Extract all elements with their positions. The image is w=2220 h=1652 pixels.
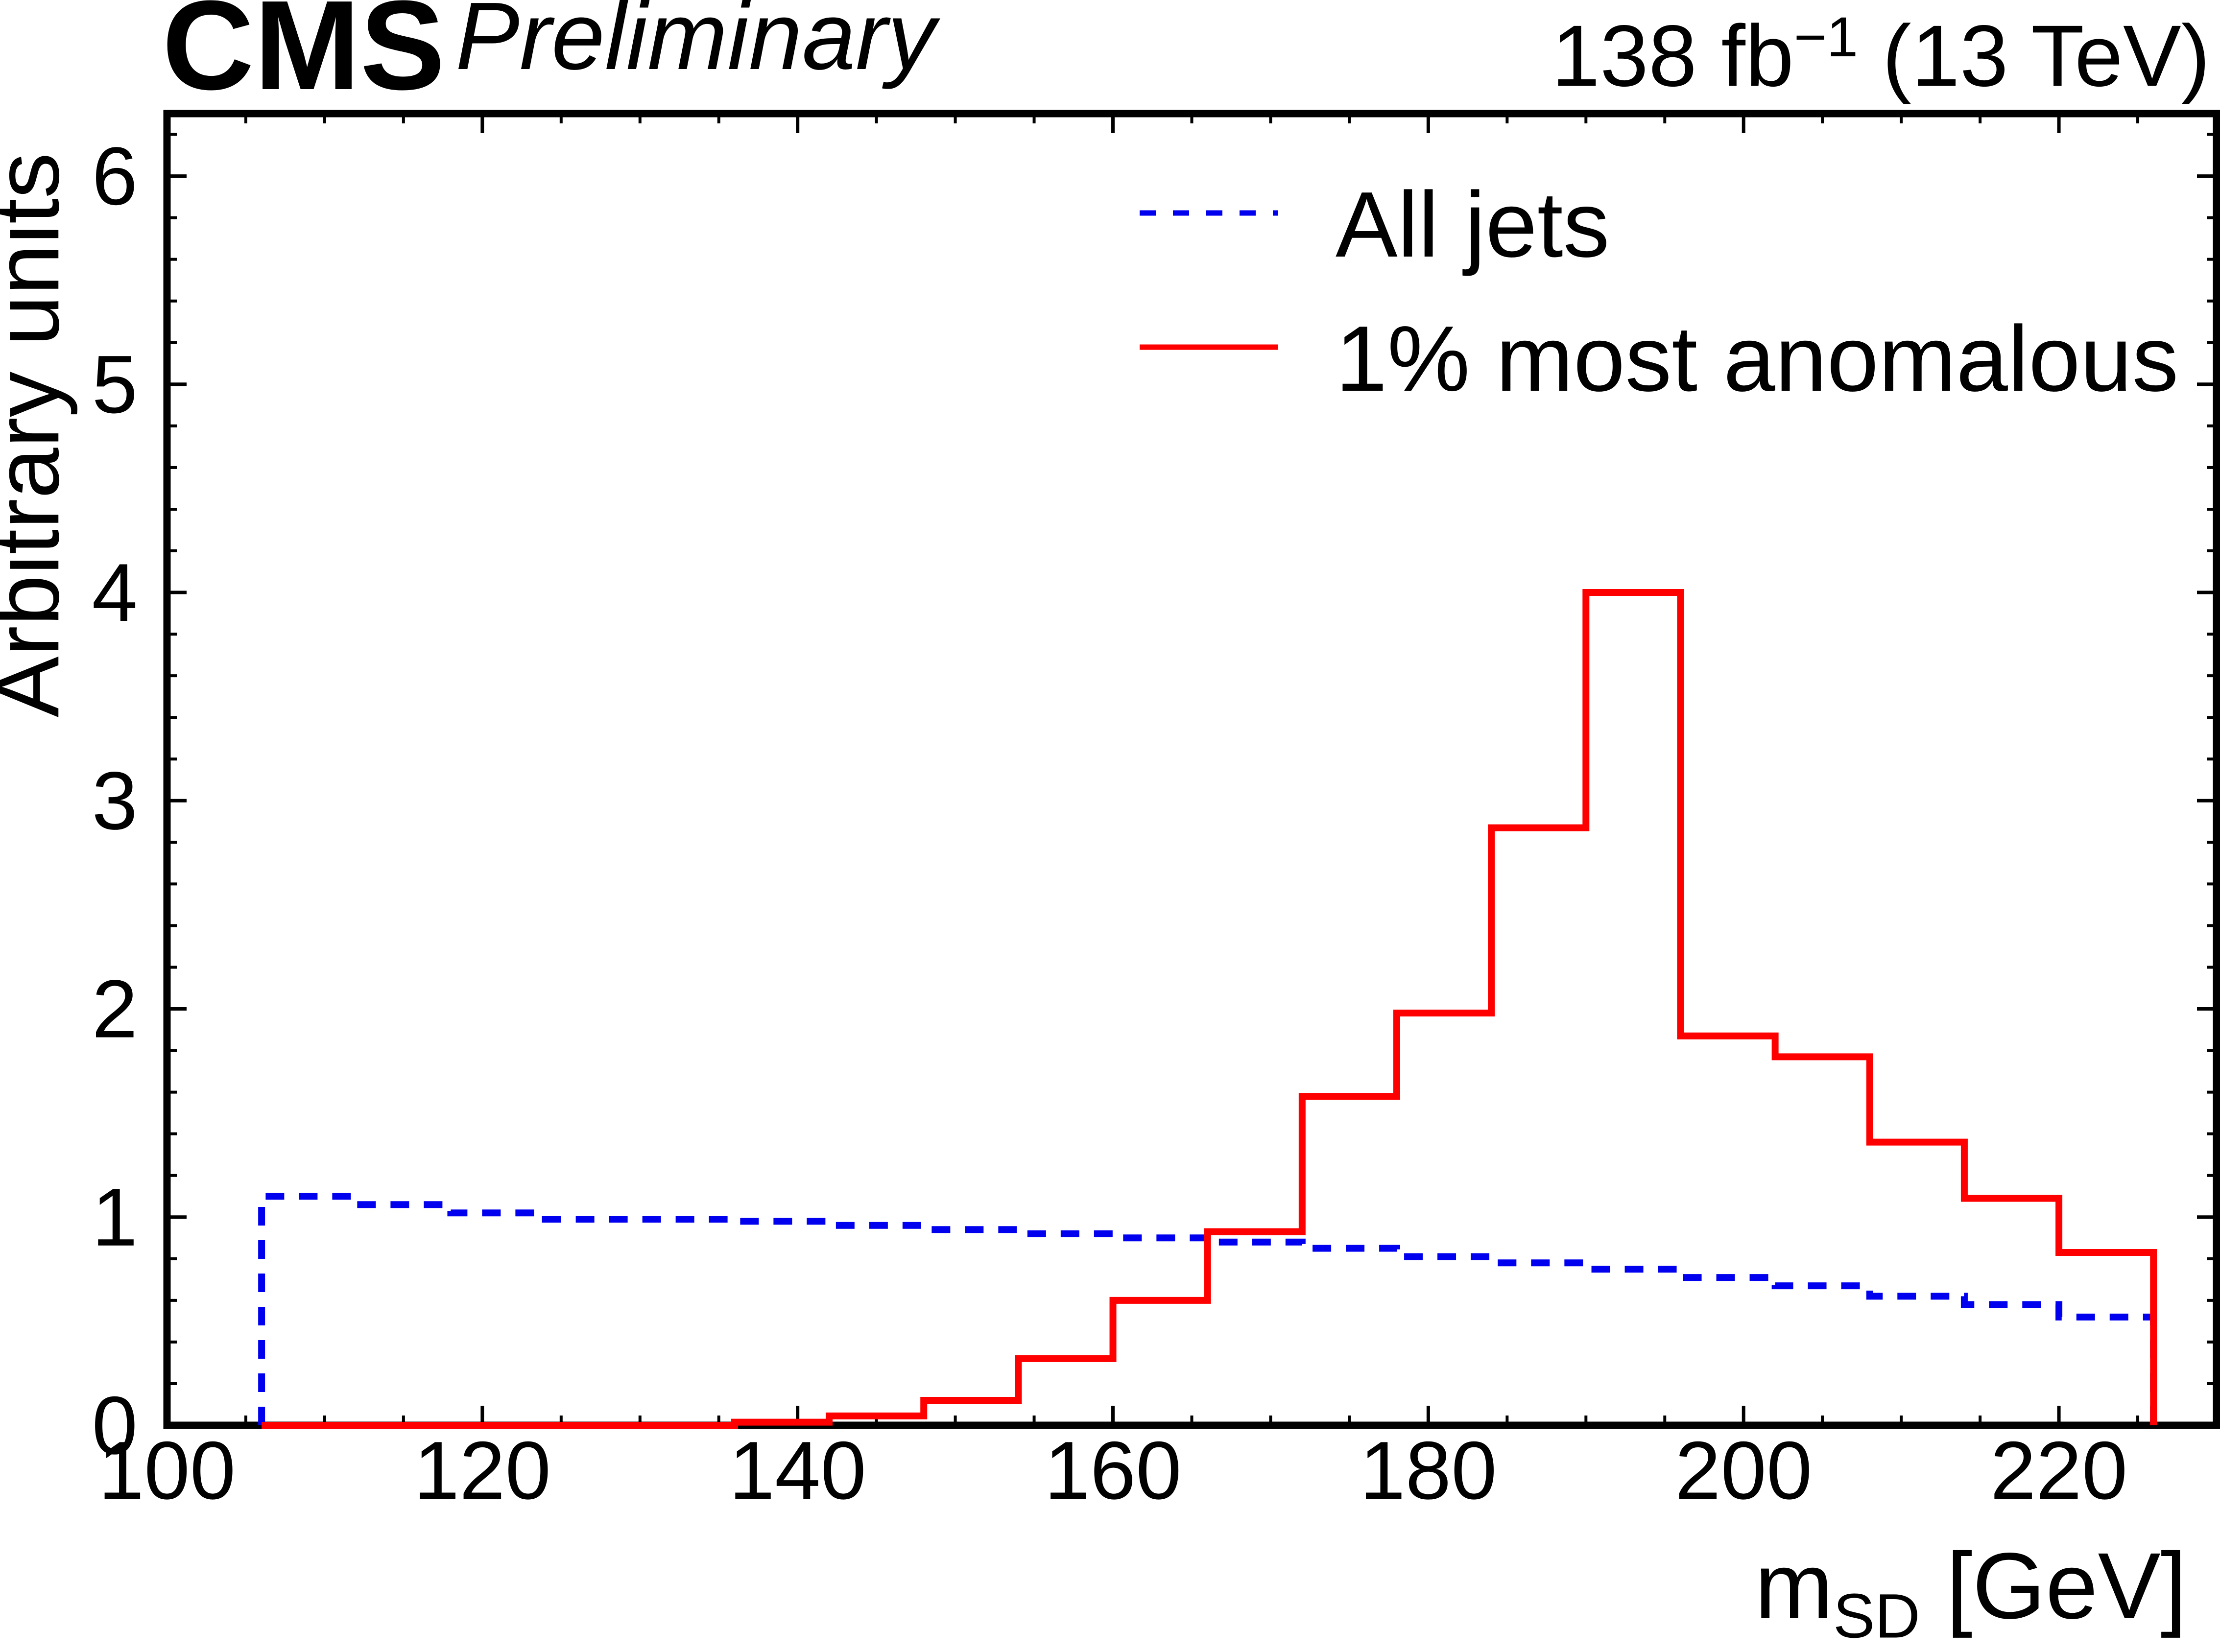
svg-text:220: 220 [1990,1424,2127,1516]
svg-text:140: 140 [729,1424,866,1516]
svg-text:4: 4 [92,546,138,638]
svg-text:6: 6 [92,130,138,222]
svg-text:160: 160 [1044,1424,1181,1516]
svg-text:5: 5 [92,338,138,430]
svg-text:1: 1 [92,1171,138,1263]
svg-text:2: 2 [92,963,138,1055]
svg-text:200: 200 [1675,1424,1812,1516]
svg-text:180: 180 [1360,1424,1497,1516]
svg-text:120: 120 [414,1424,551,1516]
svg-text:0: 0 [92,1379,138,1471]
svg-text:3: 3 [92,755,138,847]
